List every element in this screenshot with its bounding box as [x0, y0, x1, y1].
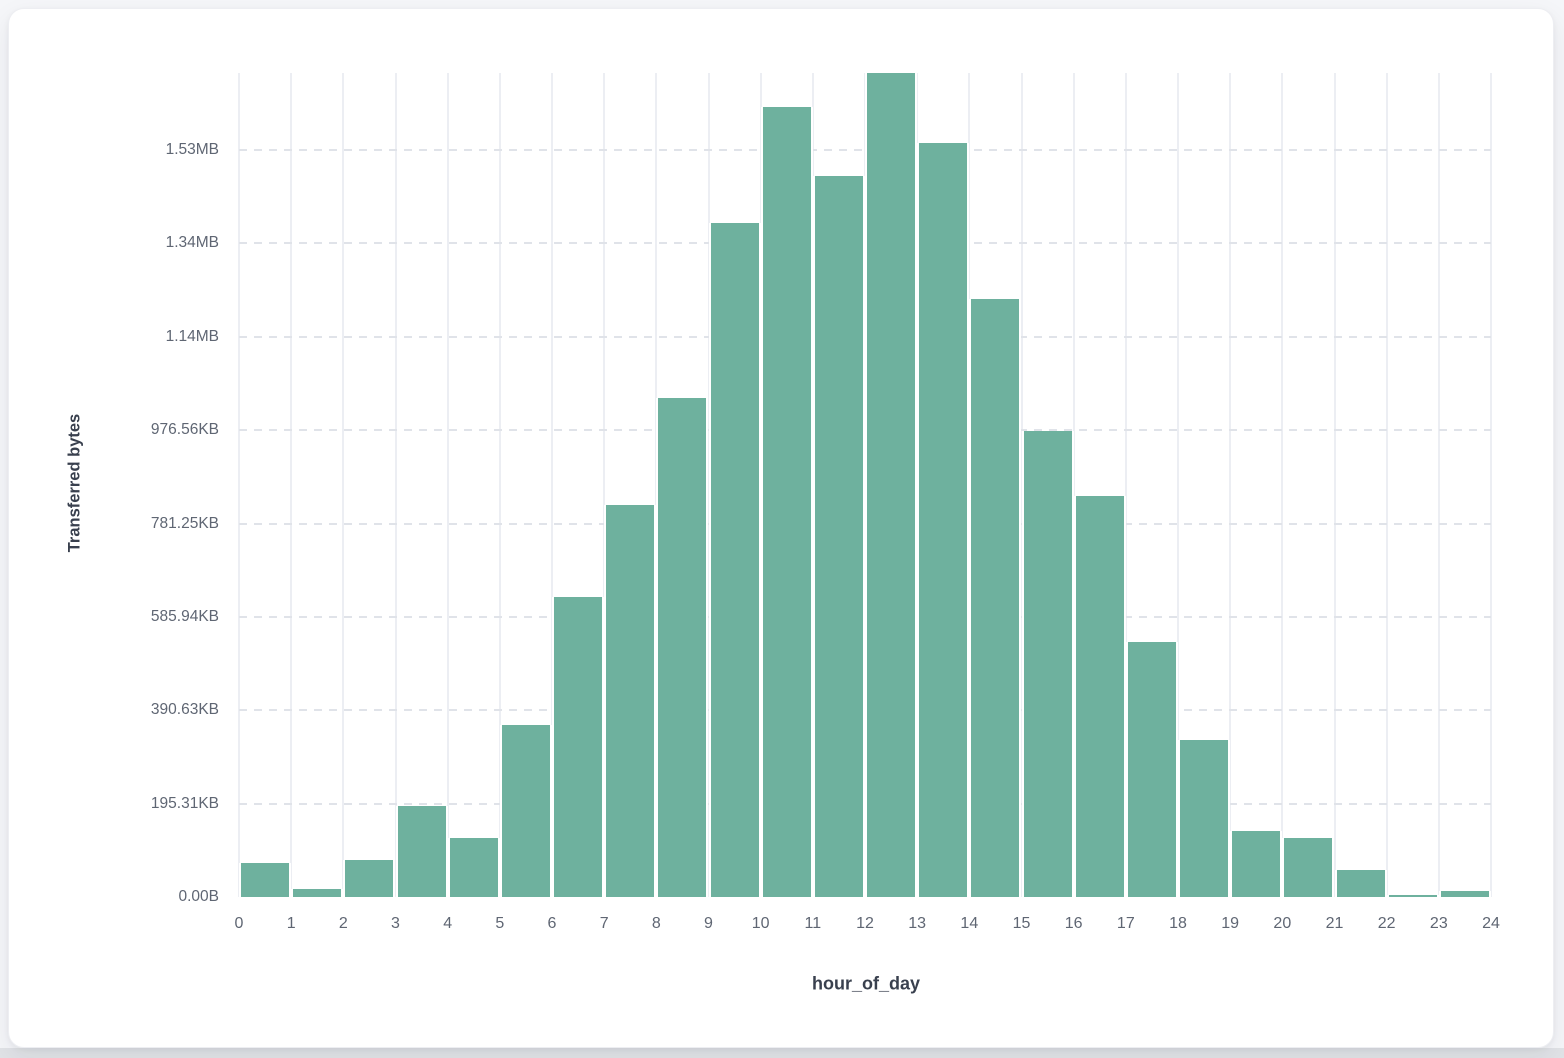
- x-tick-label-9: 9: [704, 915, 713, 932]
- x-tick-label-1: 1: [286, 915, 296, 932]
- x-tick-label-12: 12: [856, 915, 874, 932]
- bar-hour-22[interactable]: [1386, 895, 1439, 897]
- gridline-vertical-hour-3: [394, 73, 397, 897]
- x-tick-label-13: 13: [908, 915, 927, 932]
- x-tick-label-5: 5: [495, 915, 505, 932]
- x-axis-title: hour_of_day: [811, 973, 921, 994]
- x-tick-label-18: 18: [1169, 915, 1187, 932]
- bar-hour-21[interactable]: [1334, 869, 1387, 897]
- x-tick-label-6: 6: [547, 915, 557, 932]
- bar-hour-1[interactable]: [291, 889, 344, 897]
- bottom-strip: [0, 1048, 1564, 1058]
- y-tick-label-2: 390.63KB: [150, 701, 219, 719]
- y-tick-label-5: 976.56KB: [150, 421, 219, 439]
- x-tick-label-8: 8: [651, 915, 661, 932]
- plot-area[interactable]: [238, 73, 1492, 897]
- gridline-vertical-hour-6: [551, 73, 553, 897]
- x-tick-label-11: 11: [804, 915, 822, 932]
- bar-hour-2[interactable]: [343, 859, 396, 897]
- bar-hour-3[interactable]: [395, 805, 448, 897]
- x-tick-label-2: 2: [338, 915, 348, 932]
- bar-hour-11[interactable]: [812, 175, 865, 897]
- x-tick-label-16: 16: [1064, 915, 1083, 932]
- gridline-vertical-hour-1: [290, 73, 293, 897]
- y-tick-label-4: 781.25KB: [150, 514, 219, 532]
- x-tick-label-15: 15: [1012, 915, 1031, 932]
- bar-hour-18[interactable]: [1178, 740, 1231, 897]
- bar-hour-9[interactable]: [708, 222, 761, 897]
- x-tick-label-20: 20: [1273, 915, 1292, 932]
- gridline-vertical-hour-4: [446, 73, 449, 897]
- gridline-vertical-hour-5: [498, 73, 501, 897]
- y-tick-label-1: 195.31KB: [150, 794, 219, 812]
- x-tick-label-14: 14: [960, 915, 979, 932]
- x-tick-label-24: 24: [1482, 915, 1500, 932]
- gridline-vertical-hour-2: [342, 73, 345, 897]
- bar-hour-10[interactable]: [760, 107, 813, 897]
- gridline-vertical-hour-17: [1124, 73, 1127, 897]
- y-tick-label-3: 585.94KB: [150, 607, 219, 625]
- gridline-vertical-hour-23: [1437, 73, 1440, 897]
- x-tick-label-3: 3: [391, 915, 400, 932]
- y-tick-label-6: 1.14MB: [165, 327, 219, 345]
- bar-hour-6[interactable]: [552, 596, 605, 897]
- x-tick-label-21: 21: [1325, 915, 1344, 932]
- bar-hour-14[interactable]: [969, 298, 1022, 897]
- chart-card: Transferred bytes hour_of_day 0.00B 195.3…: [8, 8, 1554, 1048]
- x-tick-label-0: 0: [234, 915, 244, 932]
- bar-hour-5[interactable]: [499, 724, 552, 897]
- y-tick-label-8: 1.53MB: [165, 141, 219, 159]
- gridline-vertical-hour-7: [603, 73, 606, 897]
- gridline-vertical-hour-22: [1385, 73, 1388, 897]
- x-tick-label-10: 10: [751, 915, 770, 932]
- x-tick-label-22: 22: [1377, 915, 1396, 932]
- y-tick-label-7: 1.34MB: [165, 234, 219, 252]
- gridline-vertical-hour-20: [1281, 73, 1284, 897]
- bar-hour-8[interactable]: [656, 397, 709, 897]
- x-tick-label-4: 4: [443, 915, 453, 932]
- bar-hour-4[interactable]: [447, 838, 500, 897]
- bar-hour-17[interactable]: [1125, 641, 1178, 897]
- gridline-vertical-hour-24: [1490, 73, 1492, 897]
- bar-hour-19[interactable]: [1230, 831, 1283, 897]
- bar-hour-23[interactable]: [1438, 890, 1491, 897]
- gridline-vertical-hour-19: [1229, 73, 1232, 897]
- bar-hour-7[interactable]: [604, 505, 657, 897]
- bar-hour-15[interactable]: [1021, 431, 1074, 897]
- y-tick-label-0: 0.00B: [178, 888, 219, 905]
- x-tick-label-19: 19: [1221, 915, 1240, 932]
- gridline-vertical-hour-0: [238, 73, 240, 897]
- x-tick-label-23: 23: [1429, 915, 1448, 932]
- x-tick-label-17: 17: [1116, 915, 1135, 932]
- bar-hour-20[interactable]: [1282, 838, 1335, 897]
- gridline-vertical-hour-21: [1333, 73, 1336, 897]
- x-tick-label-7: 7: [599, 915, 609, 932]
- bar-hour-13[interactable]: [917, 142, 970, 897]
- gridline-vertical-hour-18: [1177, 73, 1179, 897]
- bar-hour-16[interactable]: [1073, 496, 1126, 897]
- gridline-vertical-hour-16: [1072, 73, 1075, 897]
- bar-hour-0[interactable]: [239, 862, 292, 897]
- bar-hour-12[interactable]: [865, 73, 918, 897]
